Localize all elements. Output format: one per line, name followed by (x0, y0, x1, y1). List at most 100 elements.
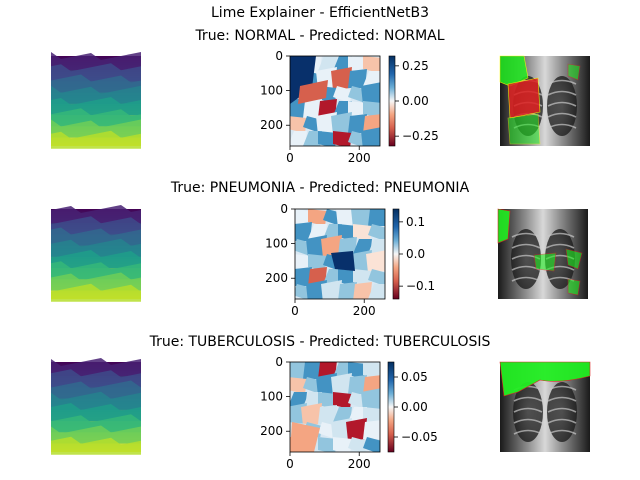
segmentation-region (51, 238, 141, 257)
y-tick-label: 200 (260, 424, 283, 438)
colorbar-tick-label: −0.05 (401, 430, 438, 444)
positive-region (499, 361, 591, 397)
xray-rib (547, 79, 577, 85)
row-3: True: TUBERCULOSIS - Predicted: TUBERCUL… (51, 334, 591, 471)
heatmap-segment (351, 209, 372, 228)
xray-right-lung (545, 229, 575, 289)
heatmap-segment (331, 373, 352, 396)
xray-rib (547, 407, 577, 413)
heatmap-frame (289, 55, 381, 147)
xray-rib (513, 407, 543, 413)
row-title: True: TUBERCULOSIS - Predicted: TUBERCUL… (149, 334, 491, 350)
heatmap-segment (338, 269, 357, 286)
heatmap-segment (348, 437, 367, 452)
segmentation-region (51, 436, 141, 455)
heatmap-cells (290, 56, 380, 146)
segmentation-region (51, 272, 141, 291)
heatmap-segment (290, 377, 307, 394)
heatmap-segment (295, 254, 312, 271)
y-tick-label: 200 (265, 271, 288, 285)
negative-region (507, 77, 541, 119)
heatmap-segment (333, 131, 352, 146)
colorbar-tick-label: 0.05 (401, 370, 428, 384)
segmentation-region (51, 369, 141, 388)
y-tick-label: 0 (275, 355, 283, 369)
x-tick-label: 200 (348, 151, 371, 165)
heatmap-segment (333, 86, 352, 103)
heatmap-segment (318, 437, 337, 452)
positive-region (497, 208, 511, 244)
heatmap-segment (338, 224, 357, 241)
heatmap-segment (368, 224, 385, 241)
heatmap-segment (290, 116, 307, 133)
segmentation-region (51, 205, 141, 223)
heatmap-segment (295, 222, 312, 241)
colorbar-tick-label: −0.25 (402, 129, 439, 143)
xray-right-lung (547, 382, 577, 442)
heatmap-segment (353, 224, 372, 241)
segmentation-panel (51, 358, 141, 455)
colorbar-tick-label: 0.00 (401, 400, 428, 414)
y-tick-label: 100 (265, 237, 288, 251)
xray-rib (547, 418, 577, 424)
row-title: True: PNEUMONIA - Predicted: PNEUMONIA (170, 180, 470, 196)
heatmap-segment (363, 437, 380, 452)
heatmap-segment (321, 280, 342, 299)
heatmap-segment (368, 284, 385, 299)
xray-rib (511, 243, 541, 249)
heatmap-segment (331, 67, 352, 90)
segmentation-region (51, 119, 141, 138)
y-tick-label: 100 (260, 84, 283, 98)
x-tick-label: 200 (348, 457, 371, 471)
colorbar: 0.05 0.00 −0.05 (387, 361, 438, 453)
xray-rib (511, 276, 541, 282)
heatmap-segment (290, 56, 316, 104)
heatmap-segment (348, 362, 367, 379)
segmentation-region (51, 85, 141, 104)
heatmap-cells (295, 209, 385, 299)
xray-overlay-panel (497, 208, 588, 299)
heatmap-segment (368, 209, 385, 226)
heatmap-segment (303, 131, 322, 146)
heatmap-segment (348, 69, 367, 88)
row-2: True: PNEUMONIA - Predicted: PNEUMONIA 0 2… (51, 180, 588, 318)
y-tick-label: 200 (260, 118, 283, 132)
heatmap-segment (290, 422, 320, 452)
heatmap-segment (363, 56, 380, 73)
xray-rib (547, 429, 577, 435)
heatmap-segment (290, 362, 307, 381)
heatmap-segment (331, 251, 355, 271)
segmentation-region (51, 414, 141, 433)
heatmap-segment (348, 375, 367, 394)
heatmap-segment (361, 82, 380, 105)
heatmap-segment (363, 420, 380, 439)
y-tick-label: 0 (275, 49, 283, 63)
heatmap-segment (363, 407, 380, 424)
heatmap-segment (348, 101, 367, 118)
segmentation-region (51, 250, 141, 268)
colorbar-tick-label: 0.25 (402, 59, 429, 73)
heatmap-segment (331, 112, 352, 135)
segmentation-region (51, 216, 141, 235)
heatmap-segment (361, 127, 380, 146)
heatmap-segment (295, 209, 312, 226)
heatmap-segment (308, 209, 327, 226)
weight-heatmap: 0 200 0 100 200 (260, 49, 381, 165)
heatmap-segment (346, 418, 367, 441)
segmentation-panel (51, 52, 141, 149)
colorbar: 0.1 0.0 −0.1 (392, 208, 435, 300)
xray-rib (513, 418, 543, 424)
xray-rib (513, 429, 543, 435)
heatmap-segment (301, 403, 322, 426)
weight-heatmap: 0 200 0 100 200 (265, 202, 386, 318)
x-tick-label: 0 (286, 457, 294, 471)
y-tick-label: 0 (280, 202, 288, 216)
heatmap-segment (366, 250, 385, 273)
positive-region (533, 252, 557, 272)
xray-rib (547, 396, 577, 402)
heatmap-frame (294, 208, 386, 300)
colorbar-gradient (392, 208, 400, 300)
xray-overlay-panel (499, 361, 591, 452)
figure-suptitle: Lime Explainer - EfficientNetB3 (211, 5, 429, 21)
